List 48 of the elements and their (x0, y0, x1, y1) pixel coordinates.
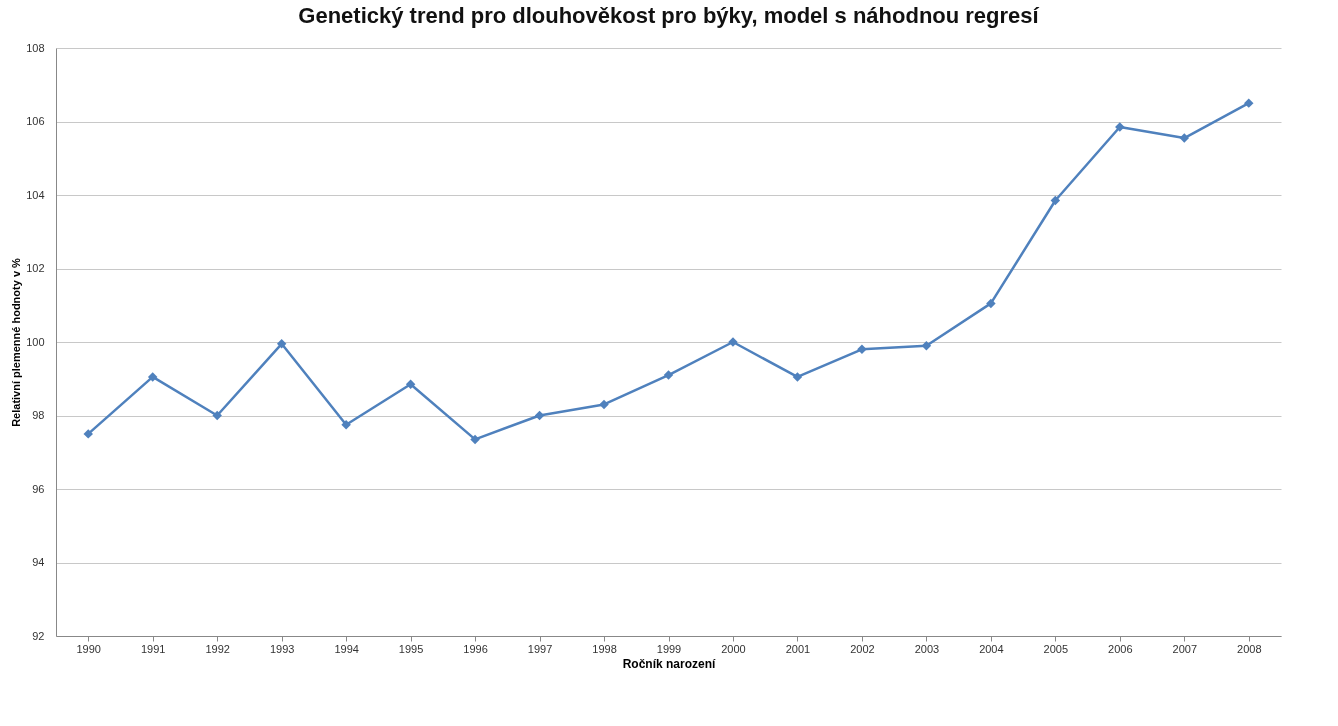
point (83, 429, 93, 439)
point (663, 370, 674, 380)
y-axis-title: Relativní plemenné hodnoty v % (10, 257, 23, 427)
x-tick-label: 1996 (463, 642, 488, 655)
x-tick-label: 2006 (1108, 642, 1133, 655)
point (276, 339, 287, 349)
x-tick-label: 1999 (656, 642, 682, 655)
point (341, 419, 351, 430)
x-tick-label: 1993 (269, 642, 295, 655)
y-tick-label: 104 (26, 188, 45, 201)
point (857, 344, 867, 355)
x-tick-label: 1994 (334, 642, 359, 655)
point (792, 372, 803, 382)
x-tick-label: 1991 (140, 642, 166, 655)
x-tick-label: 2004 (979, 642, 1004, 655)
y-tick-label: 92 (32, 629, 45, 642)
y-tick-label: 102 (26, 262, 45, 274)
y-tick-label: 108 (26, 41, 45, 54)
y-tick-label: 100 (26, 335, 45, 348)
x-tick-label: 2001 (785, 642, 811, 655)
x-tick-label: 2007 (1172, 642, 1198, 655)
chart-title: Genetický trend pro dlouhověkost pro býky, model s náhodnou regresí (298, 3, 1040, 28)
point (599, 399, 609, 410)
x-tick-label: 2000 (721, 642, 746, 655)
y-tick-label: 98 (32, 409, 45, 421)
x-tick-label: 1998 (592, 642, 617, 655)
x-tick-label: 1990 (76, 642, 101, 655)
x-tick-label: 1997 (527, 642, 553, 655)
point (147, 372, 158, 382)
x-axis-title: Ročník narození (622, 656, 717, 671)
point (470, 434, 480, 445)
x-tick-label: 1992 (205, 642, 230, 655)
point (1050, 195, 1061, 206)
x-tick-label: 1995 (398, 642, 424, 655)
point (986, 298, 996, 309)
x-tick-label: 2008 (1237, 642, 1262, 655)
point (405, 379, 416, 390)
x-tick-label: 2003 (914, 642, 940, 655)
point (212, 410, 222, 421)
x-tick-label: 2005 (1043, 642, 1069, 655)
point (1179, 133, 1190, 143)
y-tick-label: 106 (26, 115, 45, 127)
point (534, 410, 545, 421)
point (921, 340, 932, 351)
point (1244, 98, 1254, 108)
x-tick-label: 2002 (850, 642, 875, 655)
y-tick-label: 94 (32, 556, 45, 568)
y-tick-label: 96 (32, 482, 45, 495)
